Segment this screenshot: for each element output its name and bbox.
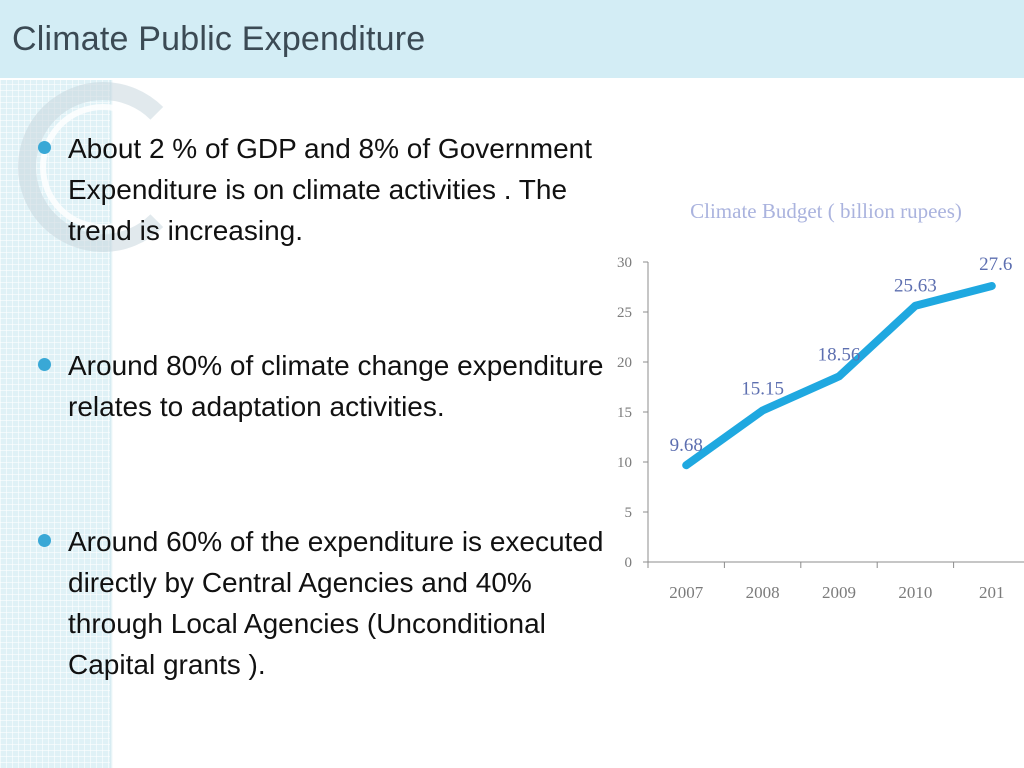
x-tick-label: 201 xyxy=(979,583,1005,602)
bullet-dot-icon xyxy=(38,534,51,547)
chart-title: Climate Budget ( billion rupees) xyxy=(690,199,962,223)
bullet-item-gdp: About 2 % of GDP and 8% of Government Ex… xyxy=(34,128,609,251)
y-tick-label: 30 xyxy=(617,255,632,271)
bullet-item-agencies: Around 60% of the expenditure is execute… xyxy=(34,521,609,685)
data-point xyxy=(988,283,995,289)
bullet-text: About 2 % of GDP and 8% of Government Ex… xyxy=(68,133,593,246)
climate-budget-chart: Climate Budget ( billion rupees) 0 5 10 15 2… xyxy=(617,199,1024,602)
y-tick-label: 0 xyxy=(625,555,633,571)
x-tick-label: 2010 xyxy=(898,583,932,602)
data-label: 9.68 xyxy=(670,435,703,456)
chart-marks: 9.68 15.15 18.56 25.63 27.6 xyxy=(670,254,1012,470)
bullet-list: About 2 % of GDP and 8% of Government Ex… xyxy=(34,128,609,685)
title-bar: Climate Public Expenditure xyxy=(0,0,1024,80)
y-tick-label: 15 xyxy=(617,405,632,421)
bullet-text: Around 80% of climate change expenditure… xyxy=(68,350,604,422)
data-label: 25.63 xyxy=(894,276,937,297)
data-point xyxy=(683,462,690,469)
chart-axes: 0 5 10 15 20 25 30 2007 2008 2009 2010 201 xyxy=(617,255,1024,602)
data-point xyxy=(836,373,842,380)
x-tick-label: 2008 xyxy=(746,583,780,602)
band-edge xyxy=(110,78,113,768)
decorative-ring-inner xyxy=(40,104,166,230)
bullet-text: Around 60% of the expenditure is execute… xyxy=(68,526,604,680)
bullet-item-adaptation: Around 80% of climate change expenditure… xyxy=(34,345,609,427)
data-label: 27.6 xyxy=(979,254,1012,275)
bullet-dot-icon xyxy=(38,358,51,371)
data-point xyxy=(912,302,919,309)
y-tick-label: 20 xyxy=(617,355,632,371)
data-label: 15.15 xyxy=(741,379,784,400)
y-tick-label: 10 xyxy=(617,455,632,471)
x-tick-label: 2009 xyxy=(822,583,856,602)
data-point xyxy=(759,407,766,414)
data-label: 18.56 xyxy=(818,344,861,365)
y-tick-label: 25 xyxy=(617,305,632,321)
x-tick-label: 2007 xyxy=(669,583,704,602)
y-tick-label: 5 xyxy=(625,505,633,521)
bullet-dot-icon xyxy=(38,141,51,154)
slide-title: Climate Public Expenditure xyxy=(12,20,426,58)
